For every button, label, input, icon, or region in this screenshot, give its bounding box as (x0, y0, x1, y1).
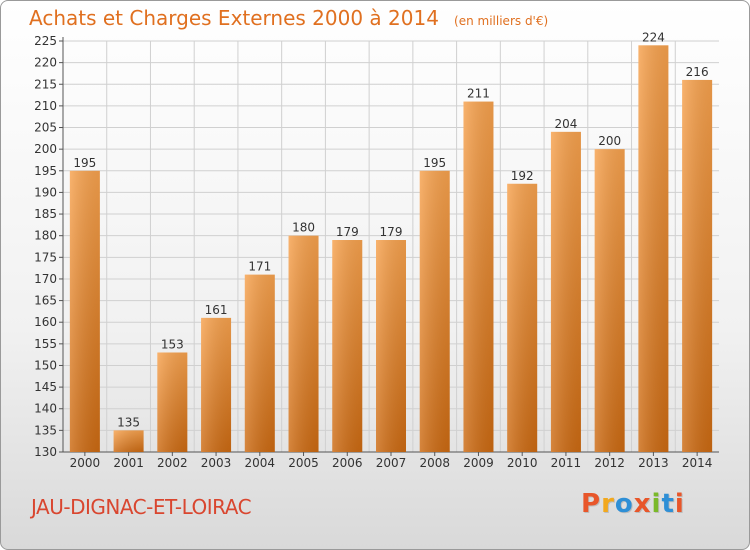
x-tick-label: 2010 (507, 456, 538, 470)
commune-name: JAU-DIGNAC-ET-LOIRAC (31, 495, 252, 519)
y-tick-label: 210 (34, 99, 57, 113)
y-tick-label: 195 (34, 164, 57, 178)
y-tick-label: 140 (34, 402, 57, 416)
x-tick-label: 2007 (376, 456, 407, 470)
data-label: 204 (554, 117, 577, 131)
data-labels: 195 135 153 161 171 180 179 179 195 211 192 204 200 2… (73, 30, 708, 429)
data-label: 195 (73, 156, 96, 170)
y-tick-label: 165 (34, 294, 57, 308)
x-tick-label: 2009 (463, 456, 494, 470)
bar-shade (507, 183, 538, 452)
bar-shade (201, 317, 232, 452)
bar-shade (288, 235, 319, 452)
chart-unit: (en milliers d'€) (454, 14, 549, 28)
x-tick-label: 2014 (682, 456, 713, 470)
bar-shade (244, 274, 275, 452)
y-tick-label: 145 (34, 380, 57, 394)
brand-letter: x (633, 489, 652, 519)
bar-shade (69, 170, 100, 452)
x-tick-label: 2005 (288, 456, 319, 470)
brand-letter: i (651, 489, 662, 519)
data-label: 171 (248, 260, 271, 274)
x-tick-label: 2008 (419, 456, 450, 470)
y-tick-label: 170 (34, 272, 57, 286)
x-tick-label: 2011 (551, 456, 582, 470)
bars (69, 45, 713, 453)
y-tick-label: 220 (34, 56, 57, 70)
data-label: 153 (161, 337, 184, 351)
y-tick-label: 180 (34, 229, 57, 243)
brand-letter: o (614, 489, 634, 519)
x-tick-label: 2012 (594, 456, 625, 470)
data-label: 180 (292, 221, 315, 235)
y-tick-label: 190 (34, 185, 57, 199)
data-label: 211 (467, 87, 490, 101)
y-tick-label: 175 (34, 250, 57, 264)
x-tick-label: 2004 (245, 456, 276, 470)
bar-shade (463, 101, 494, 452)
y-tick-label: 205 (34, 121, 57, 135)
data-label: 195 (423, 156, 446, 170)
chart-title: Achats et Charges Externes 2000 à 2014 (29, 6, 439, 30)
brand-letter: i (674, 489, 685, 519)
data-label: 161 (205, 303, 228, 317)
x-tick-labels: 2000 2001 2002 2003 2004 2005 2006 2007 2008 2009… (70, 456, 713, 470)
x-tick-label: 2003 (201, 456, 232, 470)
x-tick-label: 2002 (157, 456, 188, 470)
x-tick-label: 2001 (113, 456, 144, 470)
brand-letter: r (601, 489, 615, 519)
x-tick-label: 2013 (638, 456, 669, 470)
bar-shade (376, 240, 406, 452)
data-label: 216 (686, 65, 709, 79)
bar-shade (332, 240, 363, 452)
chart-header: Achats et Charges Externes 2000 à 2014 (… (29, 6, 548, 30)
y-tick-label: 225 (34, 34, 57, 48)
y-tick-labels: 130 135 140 145 150 155 160 165 170 175 180 185 190 1… (34, 34, 57, 459)
brand-letter: t (661, 489, 675, 519)
data-label: 179 (336, 225, 359, 239)
bar-shade (419, 170, 450, 452)
data-label: 200 (598, 134, 621, 148)
bar-shade (113, 430, 144, 452)
bar-shade (594, 149, 625, 452)
y-tick-label: 200 (34, 142, 57, 156)
x-tick-label: 2006 (332, 456, 363, 470)
bar-shade (550, 131, 581, 452)
proxiti-logo[interactable]: Proxiti (581, 489, 685, 519)
data-label: 224 (642, 30, 665, 44)
y-tick-label: 215 (34, 77, 57, 91)
brand-letter: P (581, 489, 602, 519)
y-tick-label: 150 (34, 358, 57, 372)
y-tick-label: 135 (34, 423, 57, 437)
bar-shade (638, 45, 669, 452)
y-tick-label: 155 (34, 337, 57, 351)
bar-shade (682, 79, 713, 453)
y-tick-label: 185 (34, 207, 57, 221)
y-tick-label: 130 (34, 445, 57, 459)
data-label: 192 (511, 169, 534, 183)
y-tick-label: 160 (34, 315, 57, 329)
data-label: 179 (380, 225, 403, 239)
data-label: 135 (117, 415, 140, 429)
x-tick-label: 2000 (70, 456, 101, 470)
bar-shade (157, 352, 188, 452)
